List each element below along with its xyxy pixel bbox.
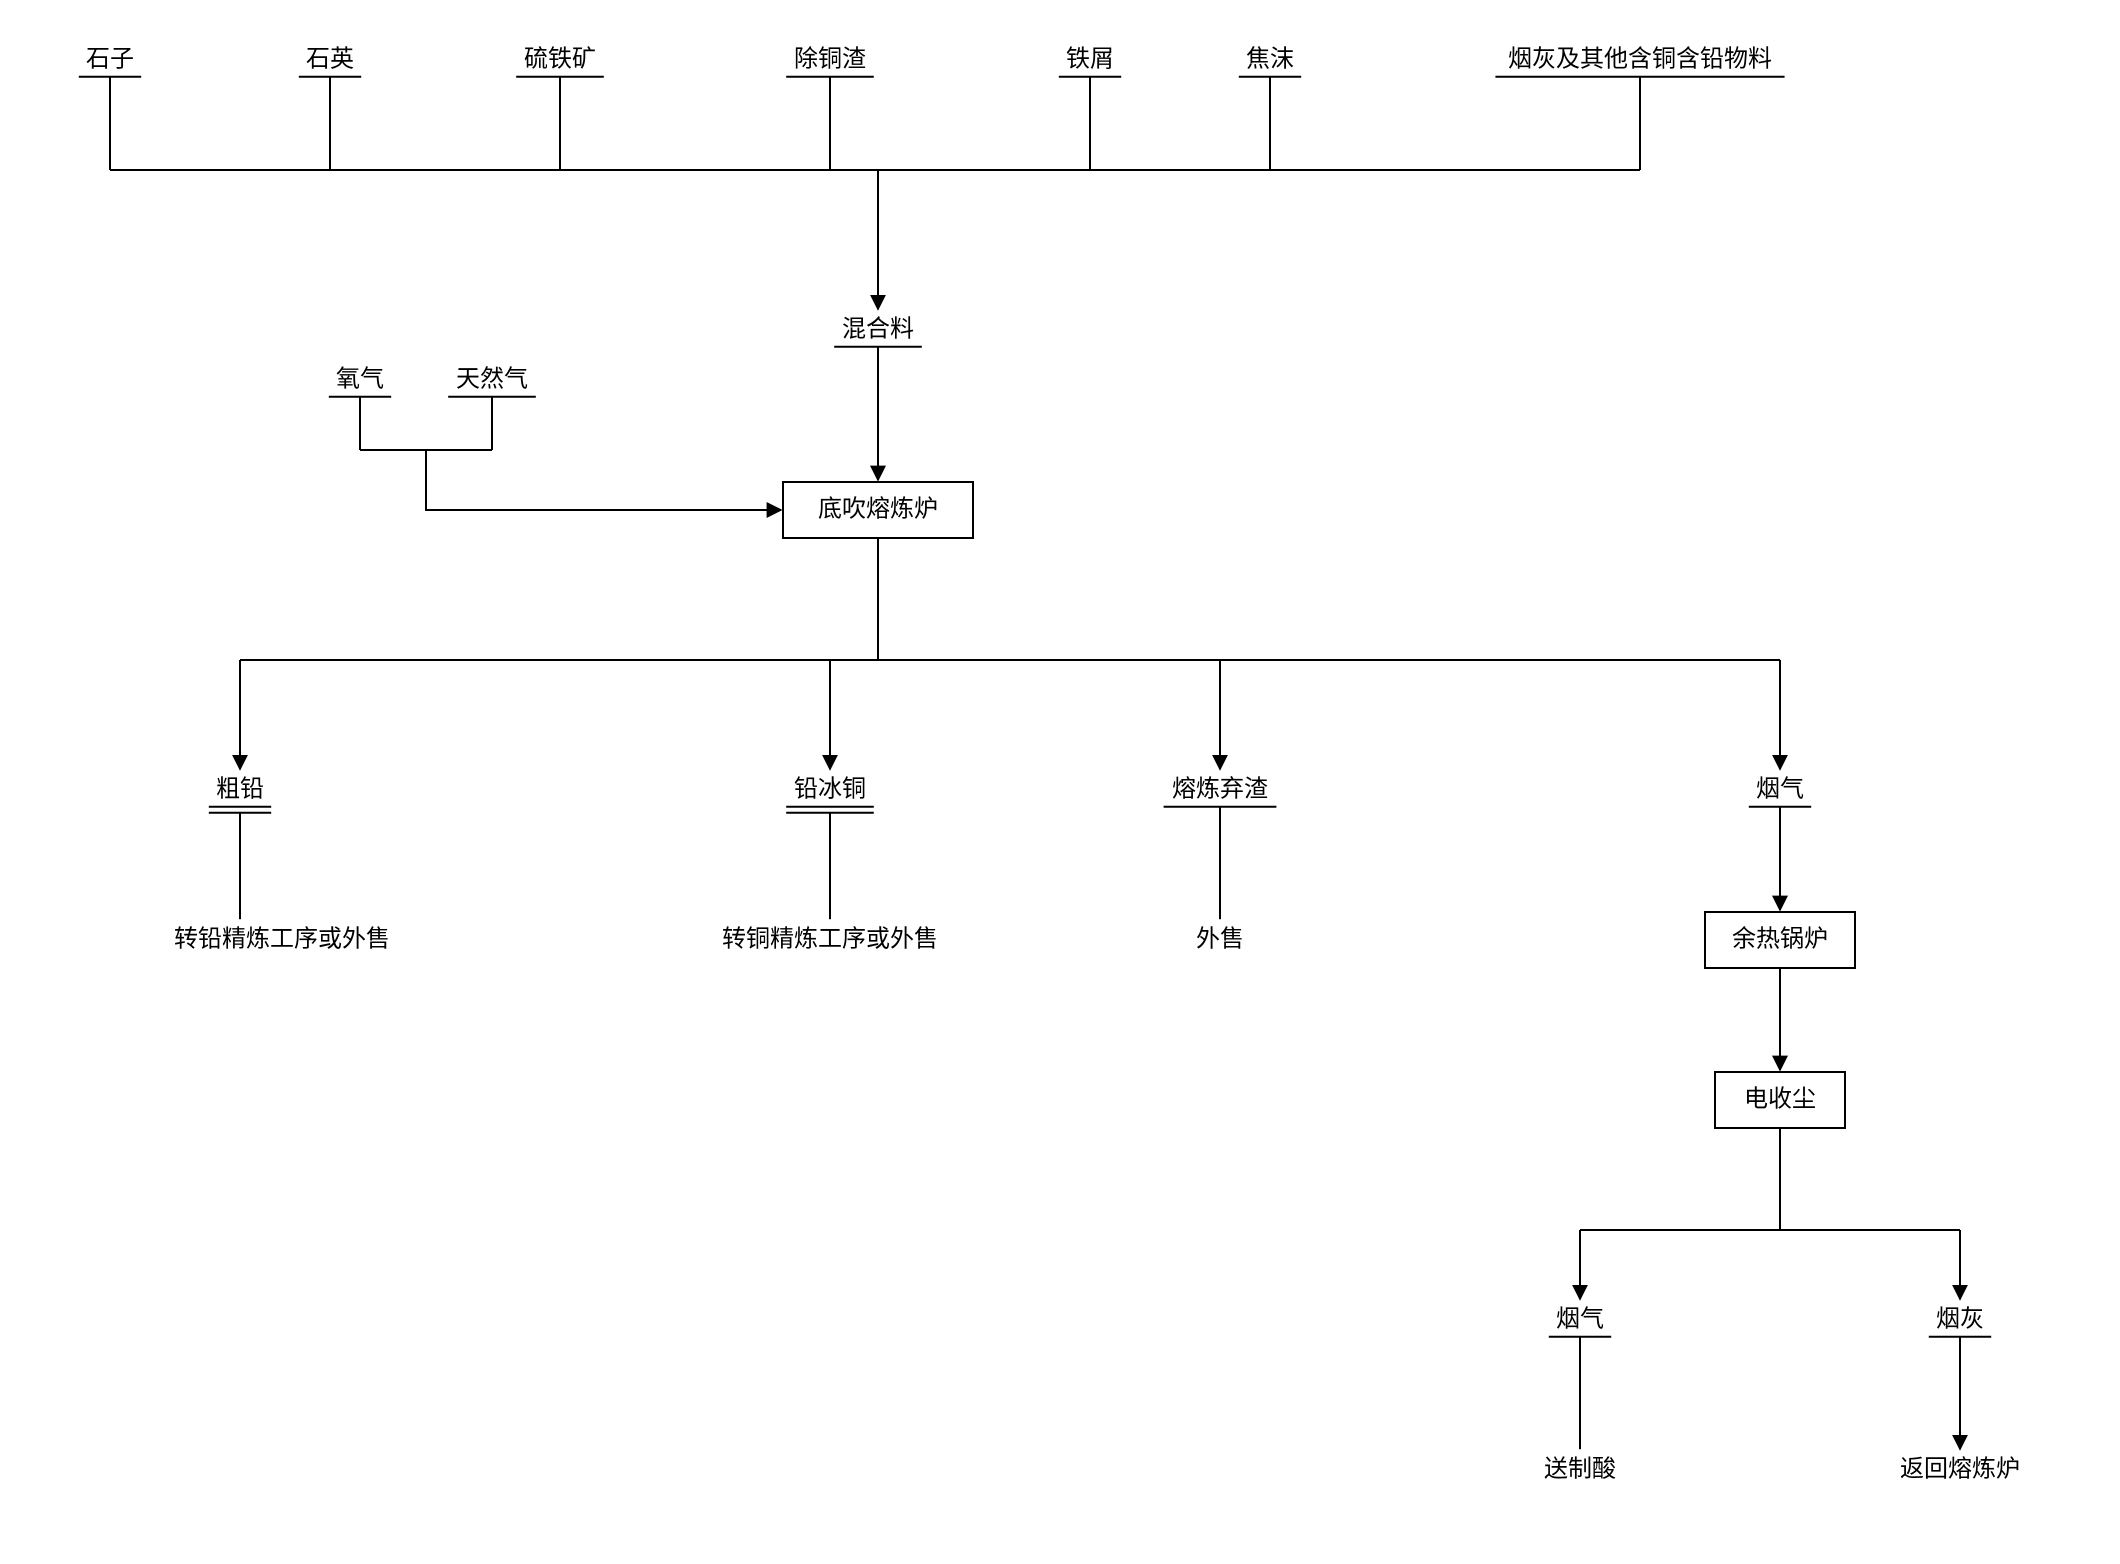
node-d3: 外售	[1196, 925, 1244, 952]
node-out2: 铅冰铜	[794, 775, 866, 802]
node-out3: 熔炼弃渣	[1172, 775, 1268, 802]
node-in4: 除铜渣	[794, 45, 866, 72]
node-esp: 电收尘	[1744, 1085, 1816, 1112]
node-acid: 送制酸	[1544, 1455, 1616, 1482]
node-ng: 天然气	[456, 365, 528, 392]
node-return: 返回熔炼炉	[1900, 1455, 2020, 1482]
node-out4: 烟气	[1756, 775, 1804, 802]
node-boiler: 余热锅炉	[1732, 925, 1828, 952]
node-d2: 转铜精炼工序或外售	[722, 925, 938, 952]
node-furnace: 底吹熔炼炉	[818, 495, 938, 522]
node-gas2: 烟气	[1556, 1305, 1604, 1332]
node-d1: 转铅精炼工序或外售	[174, 925, 390, 952]
node-in2: 石英	[306, 45, 354, 72]
node-in6: 焦沫	[1246, 45, 1294, 72]
node-in3: 硫铁矿	[524, 45, 596, 72]
node-dust: 烟灰	[1936, 1305, 1984, 1332]
node-in5: 铁屑	[1066, 45, 1114, 72]
node-mix: 混合料	[842, 315, 914, 342]
node-o2: 氧气	[336, 365, 384, 392]
node-in1: 石子	[86, 45, 134, 72]
node-out1: 粗铅	[216, 775, 264, 802]
node-in7: 烟灰及其他含铜含铅物料	[1508, 45, 1772, 72]
